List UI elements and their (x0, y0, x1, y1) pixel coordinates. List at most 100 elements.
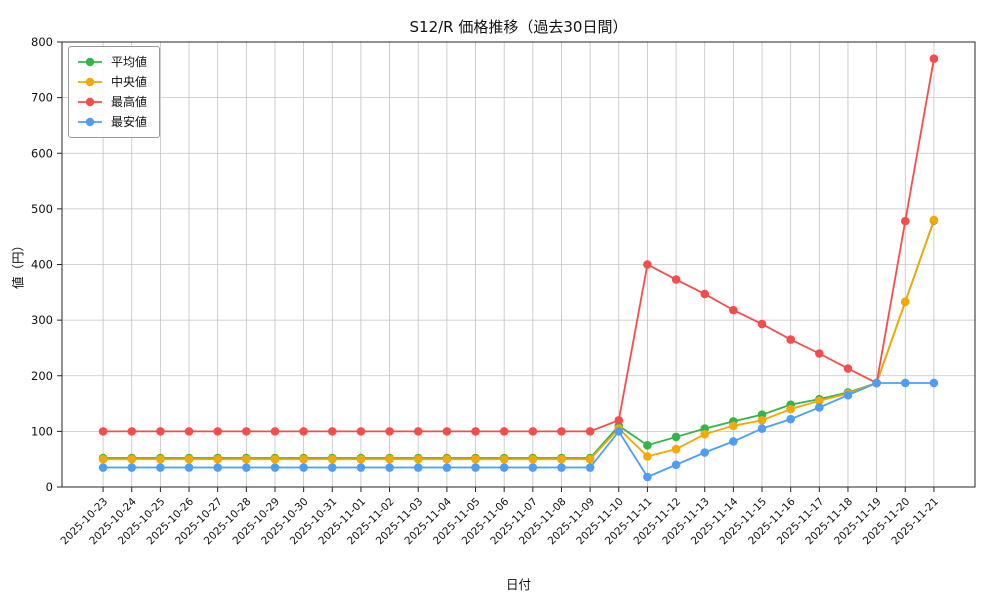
data-point-min (872, 378, 881, 388)
data-point-min (327, 463, 337, 472)
data-point-median (156, 454, 165, 464)
data-point-median (528, 454, 538, 464)
data-point-median (729, 421, 738, 431)
data-point-min (98, 463, 108, 472)
data-point-min (270, 463, 280, 472)
data-point-min (499, 463, 509, 472)
data-point-median (327, 454, 337, 464)
data-point-median (557, 454, 566, 464)
data-point-min (213, 463, 222, 472)
data-point-max (270, 427, 280, 436)
data-point-min (815, 403, 824, 412)
data-point-median (815, 396, 824, 406)
data-point-median (442, 454, 452, 464)
data-point-min (585, 463, 595, 472)
data-point-min (471, 463, 480, 472)
data-point-median (585, 454, 595, 464)
series-line-avg (103, 220, 935, 459)
data-point-median (385, 454, 394, 464)
data-point-max (98, 427, 108, 436)
data-point-median (929, 215, 939, 225)
y-tick-label: 700 (31, 91, 53, 105)
data-point-min (671, 460, 681, 470)
series-line-median (103, 219, 935, 461)
data-point-min (442, 463, 452, 472)
data-point-median (242, 454, 251, 464)
data-point-median (786, 404, 795, 414)
data-point-min (729, 437, 738, 446)
legend-item-avg: 平均値 (76, 53, 147, 71)
data-point-min (614, 427, 624, 436)
data-point-min (786, 414, 795, 424)
data-point-max (213, 427, 222, 436)
legend-item-median: 中央値 (76, 73, 147, 91)
data-point-max (127, 427, 137, 436)
data-point-avg (671, 432, 681, 442)
data-point-min (929, 378, 939, 388)
data-point-median (471, 454, 480, 464)
data-point-min (757, 424, 767, 433)
y-tick-label: 500 (31, 202, 53, 216)
data-point-max (499, 427, 509, 436)
data-point-median (700, 429, 710, 439)
data-point-max (471, 427, 480, 436)
data-point-min (156, 463, 165, 472)
data-point-median (270, 454, 280, 464)
data-point-max (815, 349, 824, 358)
legend-marker-avg (78, 57, 102, 67)
data-point-median (413, 454, 423, 464)
y-tick-label: 200 (31, 369, 53, 383)
y-tick-label: 800 (31, 35, 53, 49)
data-point-max (643, 260, 652, 269)
data-point-median (184, 454, 194, 464)
legend-marker-min (78, 117, 102, 127)
data-point-min (700, 448, 710, 457)
y-tick-label: 300 (31, 313, 53, 327)
legend: 平均値中央値最高値最安値 (68, 46, 161, 138)
chart-title: S12/R 価格推移（過去30日間） (409, 18, 628, 36)
data-point-median (499, 454, 509, 464)
data-point-max (729, 305, 738, 315)
data-point-median (127, 454, 137, 464)
data-point-max (585, 427, 595, 436)
data-point-max (413, 427, 423, 436)
data-point-max (156, 427, 165, 436)
legend-marker-max (78, 97, 102, 107)
data-point-max (900, 216, 910, 226)
y-tick-label: 600 (31, 146, 53, 160)
data-point-max (843, 364, 853, 373)
data-point-max (299, 427, 308, 436)
data-point-median (900, 297, 910, 307)
data-point-min (385, 463, 394, 472)
data-point-min (900, 378, 910, 388)
data-point-min (643, 472, 652, 482)
data-point-min (557, 463, 566, 472)
data-point-median (356, 454, 366, 464)
data-point-min (184, 463, 194, 472)
data-point-max (442, 427, 452, 436)
legend-label-max: 最高値 (111, 95, 148, 109)
y-axis-label: 値（円） (10, 238, 26, 290)
data-point-max (528, 427, 538, 436)
data-point-median (98, 454, 108, 464)
y-tick-label: 400 (31, 258, 53, 272)
data-point-min (356, 463, 366, 472)
data-point-min (299, 463, 308, 472)
data-point-max (700, 289, 710, 299)
data-point-max (757, 319, 767, 329)
x-axis-label: 日付 (505, 577, 531, 592)
data-point-median (757, 415, 767, 425)
series-line-max (103, 58, 935, 433)
data-point-max (557, 427, 566, 436)
legend-item-max: 最高値 (76, 93, 147, 111)
data-point-min (242, 463, 251, 472)
legend-item-min: 最安値 (76, 113, 147, 131)
data-point-avg (643, 440, 652, 450)
data-point-max (184, 427, 194, 436)
data-point-min (127, 463, 137, 472)
data-point-min (528, 463, 538, 472)
y-tick-label: 100 (31, 424, 53, 438)
y-tick-label: 0 (46, 480, 53, 494)
